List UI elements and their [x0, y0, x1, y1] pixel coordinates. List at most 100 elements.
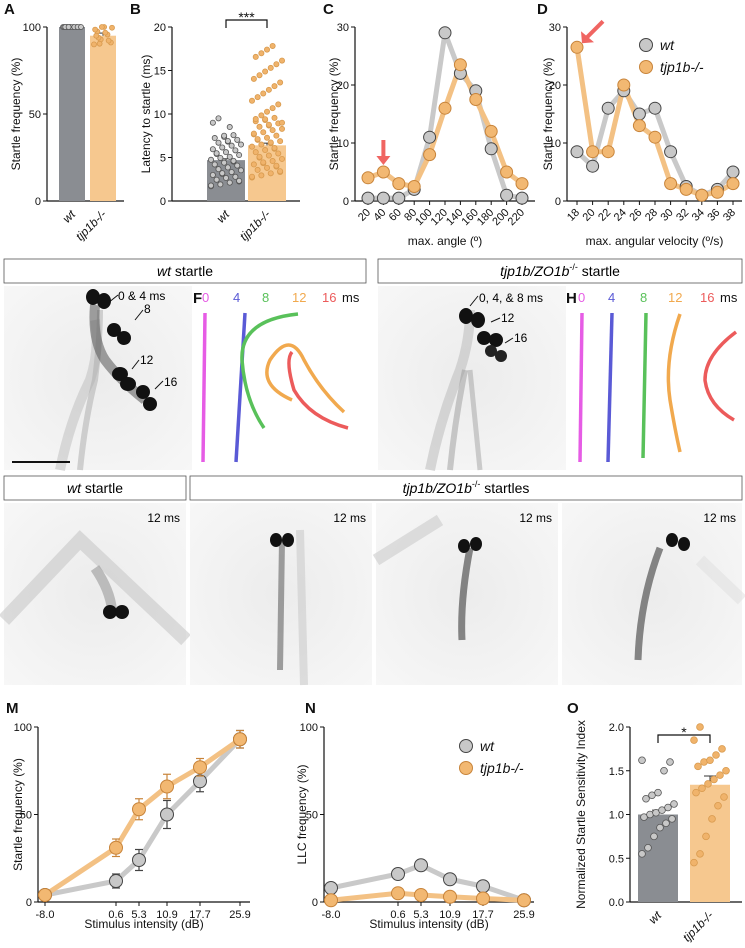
- y-tick-label: 2.0: [609, 722, 624, 734]
- data-point: [232, 173, 239, 180]
- h-mut-tail-traces: [578, 312, 738, 463]
- data-point: [714, 801, 722, 810]
- data-point-wt: [438, 26, 452, 40]
- data-point: [234, 136, 241, 143]
- data-point: [265, 152, 272, 159]
- data-point: [638, 850, 646, 858]
- y-axis-label: Startle frequency (%): [9, 58, 23, 171]
- data-point: [275, 150, 282, 157]
- data-point: [269, 127, 276, 134]
- data-point: [650, 832, 658, 841]
- data-point: [213, 150, 220, 157]
- y-tick-label: 0: [312, 897, 318, 909]
- series-line-wt: [42, 736, 243, 898]
- j-time: 12 ms: [333, 511, 366, 525]
- arrow-head: [376, 156, 391, 165]
- data-point-wt: [376, 191, 390, 205]
- panel-letter-o: O: [567, 700, 579, 717]
- data-point-mut: [515, 177, 529, 191]
- x-tick-label: 10.9: [439, 909, 460, 921]
- h-frame-ms: ms: [720, 290, 738, 305]
- data-point-mut: [648, 130, 662, 144]
- data-point: [224, 164, 231, 171]
- data-point-mut: [376, 165, 390, 179]
- data-point: [222, 149, 229, 156]
- data-point: [262, 68, 269, 75]
- data-point: [710, 775, 718, 784]
- image-e-wt-composite: 0 & 4 ms 8 12 16: [4, 286, 192, 471]
- data-point-mut: [414, 888, 428, 902]
- bar-mut: [690, 784, 730, 902]
- data-point-wt: [109, 874, 123, 888]
- panel-letter-m: M: [6, 700, 19, 717]
- data-point: [275, 101, 282, 108]
- data-point: [668, 815, 676, 823]
- data-point: [265, 121, 272, 128]
- f-frame-4: 4: [233, 290, 240, 305]
- data-point: [250, 161, 257, 168]
- data-point: [271, 114, 278, 121]
- data-point: [228, 142, 235, 149]
- y-tick-label: 10: [549, 138, 561, 150]
- data-point-wt: [361, 191, 375, 205]
- data-point-mut: [601, 145, 615, 159]
- data-point: [712, 751, 720, 759]
- i-time: 12 ms: [147, 511, 180, 525]
- data-point: [260, 159, 267, 166]
- data-point: [250, 130, 257, 137]
- header-wt-rest: startle: [171, 263, 213, 279]
- y-axis-label: Latency to startle (ms): [139, 55, 153, 174]
- data-point: [236, 152, 243, 159]
- x-tick-label: 17.7: [472, 909, 493, 921]
- data-point: [262, 116, 269, 123]
- data-point: [702, 832, 710, 841]
- data-point: [226, 153, 233, 160]
- data-point-mut: [695, 188, 709, 202]
- y-tick-label: 15: [154, 66, 166, 78]
- data-point: [211, 135, 218, 142]
- x-category-label: tjp1b-/-: [680, 908, 716, 944]
- section-header-mut-startles: tjp1b/ZO1b-/- startles: [189, 475, 743, 501]
- data-point-wt: [570, 145, 584, 159]
- y-axis-label: Startle frequency (%): [327, 58, 341, 171]
- data-point: [230, 157, 237, 164]
- data-point: [722, 766, 730, 775]
- header-muts-rest: startles: [480, 480, 529, 496]
- data-point-wt: [515, 191, 529, 205]
- legend-label-mut: tjp1b-/-: [660, 59, 704, 75]
- x-tick-label: 220: [506, 207, 527, 228]
- header-mut-sup: -/-: [569, 262, 578, 272]
- data-point: [698, 784, 706, 793]
- y-axis-label: Normalized Startle Sensitivity Index: [574, 720, 588, 909]
- data-point: [277, 79, 284, 86]
- data-point: [217, 154, 224, 161]
- data-point-wt: [500, 188, 514, 202]
- h-frame-0: 0: [578, 290, 585, 305]
- h-frame-12: 12: [668, 290, 682, 305]
- x-category-label: wt: [60, 207, 79, 226]
- data-point-wt: [664, 145, 678, 159]
- y-axis-label: Startle frequency (%): [541, 58, 555, 171]
- data-point: [271, 144, 278, 151]
- chart-m-startle-vs-intensity: 0 50 100 -8.0 0.6 5.3 10.9 17.7 25.9 Startle freq…: [11, 722, 251, 931]
- data-point: [109, 24, 115, 31]
- x-category-label: tjp1b-/-: [73, 207, 109, 243]
- data-point: [692, 788, 700, 797]
- chart-n-llc-vs-intensity: 0 50 100 -8.0 0.6 5.3 10.9 17.7 25.9 LLC frequenc…: [295, 722, 535, 931]
- panel-letter-c: C: [323, 1, 334, 18]
- data-point: [258, 172, 265, 179]
- data-point-mut: [391, 886, 405, 901]
- chart-c-max-angle: 010203020406080100120140160180200220Star…: [327, 22, 535, 248]
- data-point-mut: [443, 889, 457, 904]
- data-point: [263, 134, 270, 141]
- data-point: [638, 756, 646, 765]
- data-point: [254, 166, 261, 173]
- data-point: [263, 46, 270, 53]
- data-point: [273, 132, 280, 139]
- data-point-wt: [586, 159, 600, 173]
- data-point-wt: [160, 807, 174, 822]
- data-point-mut: [484, 124, 498, 138]
- x-tick-label: 5.3: [131, 909, 146, 921]
- data-point: [662, 819, 670, 828]
- data-point: [215, 115, 222, 122]
